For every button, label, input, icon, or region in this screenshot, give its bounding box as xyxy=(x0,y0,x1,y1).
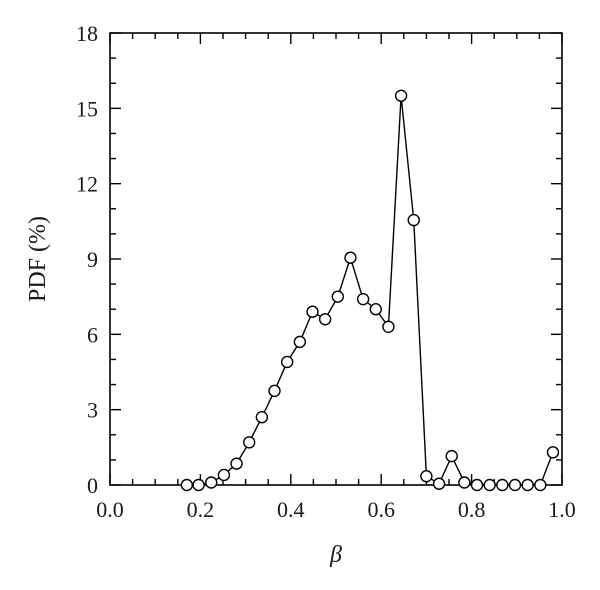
y-tick-label: 3 xyxy=(87,398,98,423)
series-line xyxy=(186,95,554,486)
data-point xyxy=(217,468,231,482)
data-point xyxy=(483,478,496,492)
data-point xyxy=(496,478,509,492)
plot-frame xyxy=(109,32,563,486)
y-tick-label: 0 xyxy=(87,473,98,498)
data-point xyxy=(293,335,307,349)
data-point xyxy=(546,446,560,459)
data-point xyxy=(420,470,433,483)
data-point xyxy=(230,457,243,470)
y-tick-label: 9 xyxy=(87,247,98,272)
x-tick-label: 0.2 xyxy=(187,497,215,522)
x-tick-label: 0.6 xyxy=(367,497,395,522)
x-tick-label: 1.0 xyxy=(548,497,576,522)
data-point xyxy=(280,355,294,369)
data-point xyxy=(508,478,522,492)
x-tick-label: 0.0 xyxy=(96,497,124,522)
x-tick-label: 0.4 xyxy=(277,497,305,522)
data-point xyxy=(445,449,458,463)
x-axis-title: β xyxy=(329,542,342,568)
data-point xyxy=(331,290,345,303)
y-tick-label: 6 xyxy=(87,322,98,347)
data-point xyxy=(306,305,319,318)
data-point xyxy=(243,436,256,449)
data-point xyxy=(470,478,484,492)
x-tick-label: 0.8 xyxy=(458,497,486,522)
data-point xyxy=(534,478,547,492)
data-point xyxy=(382,320,395,333)
data-point xyxy=(180,478,194,492)
data-point xyxy=(192,478,205,492)
data-point xyxy=(318,313,332,326)
data-point xyxy=(356,292,370,306)
x-tick-labels: 0.0 0.2 0.4 0.6 0.8 1.0 xyxy=(96,497,576,522)
y-tick-label: 18 xyxy=(76,21,98,46)
data-point xyxy=(407,213,420,227)
y-tick-label: 15 xyxy=(76,96,98,121)
data-point xyxy=(369,303,382,316)
data-point xyxy=(432,477,446,490)
data-point xyxy=(521,478,534,492)
y-axis-title: PDF (%) xyxy=(25,216,51,302)
data-markers xyxy=(180,89,560,492)
y-tick-labels: 0 3 6 9 12 15 18 xyxy=(76,21,98,498)
data-point xyxy=(205,476,218,489)
axis-ticks xyxy=(109,32,563,486)
y-tick-label: 12 xyxy=(76,172,98,197)
data-point xyxy=(344,251,357,264)
data-point xyxy=(458,476,471,489)
data-point xyxy=(268,384,281,398)
data-point xyxy=(394,89,408,102)
data-point xyxy=(255,411,269,424)
